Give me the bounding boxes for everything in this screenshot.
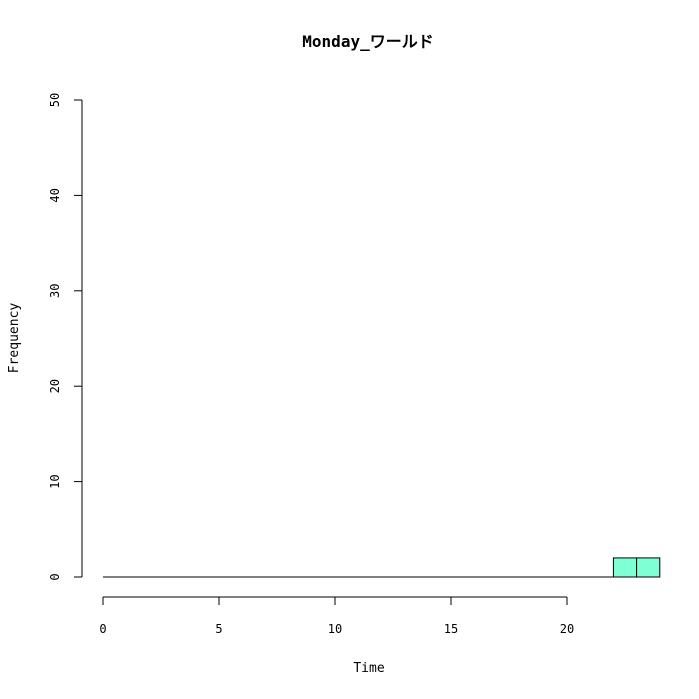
y-tick-label: 40 [48,188,62,202]
x-tick-label: 15 [444,622,458,636]
y-tick-label: 50 [48,93,62,107]
histogram-bar [612,557,638,578]
x-tick-label: 10 [328,622,342,636]
x-tick-label: 20 [560,622,574,636]
x-axis-label: Time [353,661,384,676]
y-tick-label: 20 [48,379,62,393]
histogram-bar [636,557,661,578]
x-tick-label: 0 [99,622,106,636]
bars [612,557,661,578]
x-tick-label: 5 [215,622,222,636]
y-axis-label: Frequency [7,303,22,374]
y-tick-label: 10 [48,474,62,488]
y-tick-label: 30 [48,284,62,298]
y-axis: 0 10 20 30 40 50 [48,93,83,581]
chart-title: Monday_ワールド [302,32,433,51]
y-tick-label: 0 [48,573,62,580]
x-axis: 0 5 10 15 20 [99,596,574,636]
